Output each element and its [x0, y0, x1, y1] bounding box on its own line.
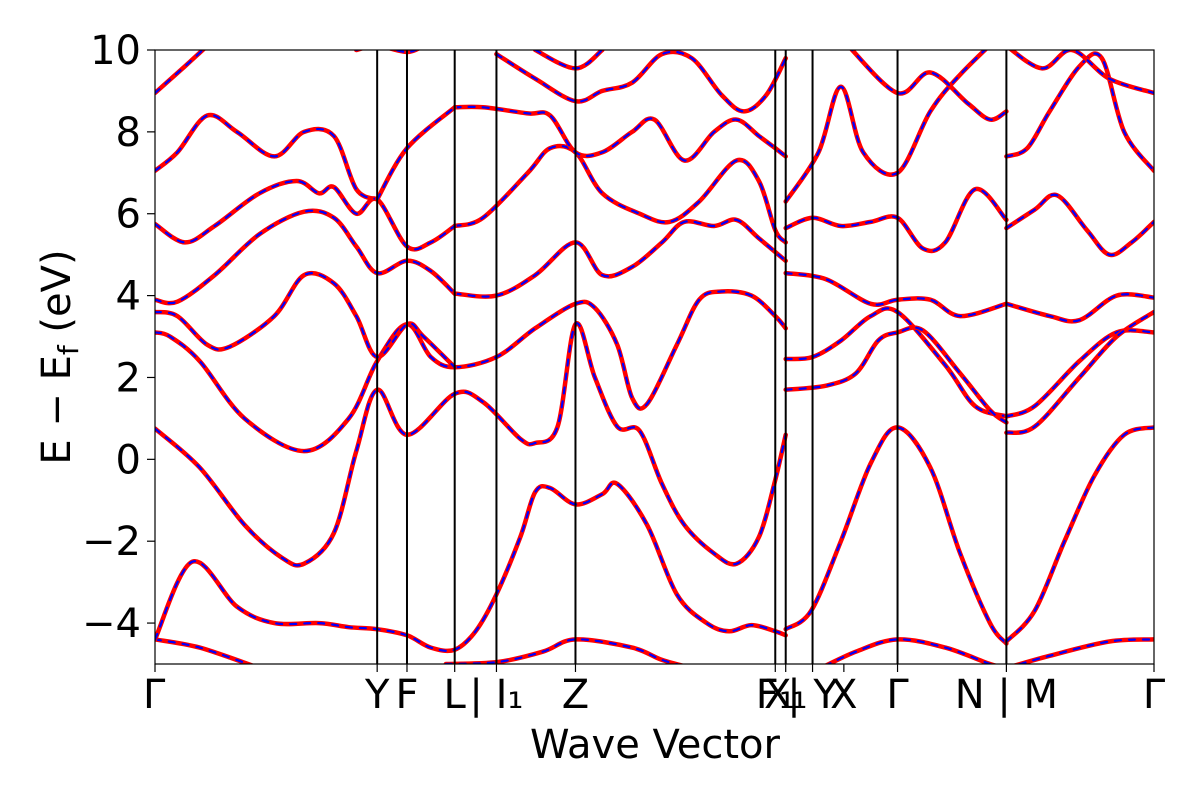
band-5-segment-0-line-a — [155, 178, 457, 252]
plot-frame — [154, 49, 1155, 665]
band-4-segment-3-line-b — [1005, 293, 1154, 323]
x-tick-label: Z — [562, 672, 589, 718]
y-tick-label: 8 — [116, 110, 141, 156]
band-4-segment-0-line-a — [155, 208, 457, 306]
y-axis-label-unit: (eV) — [34, 249, 80, 345]
band-3-segment-1-line-a — [452, 217, 788, 299]
band-6-segment-2-line-b — [495, 50, 787, 113]
band-6-segment-1-line-a — [374, 105, 457, 202]
band-1-segment-0-line-b — [155, 322, 787, 567]
y-tick-label: 4 — [116, 274, 141, 320]
band-6-segment-1-line-b — [376, 106, 456, 201]
x-tick-label: | I₁ — [469, 672, 523, 718]
band-0-segment-3-line-b — [1016, 638, 1154, 664]
band-6-segment-2-line-a — [494, 50, 788, 114]
band-5-segment-2-line-a — [783, 186, 1009, 254]
band-0-segment-2-line-b — [826, 638, 994, 664]
band-0-segment-1-line-b — [444, 638, 681, 664]
y-tick-label: −2 — [82, 519, 141, 565]
y-tick-label: 10 — [90, 28, 141, 74]
x-tick-label: X — [830, 672, 857, 718]
band-7-segment-1-line-b — [355, 50, 419, 54]
band-6-segment-4-line-a — [1004, 51, 1154, 174]
band-4-segment-1-line-a — [452, 143, 788, 245]
band-5-segment-3-line-b — [1005, 193, 1154, 257]
band-1-segment-2-line-a — [783, 425, 1009, 646]
high-symmetry-lines — [376, 50, 1008, 664]
band-7-segment-3-line-b — [850, 50, 1008, 121]
x-axis-label: Wave Vector — [530, 722, 781, 768]
band-7-segment-2-line-a — [532, 50, 605, 71]
band-2-segment-0-line-b — [155, 290, 787, 453]
band-5-segment-1-line-a — [452, 104, 788, 163]
band-5-segment-1-line-b — [453, 105, 787, 162]
band-1-segment-3-line-b — [1005, 426, 1154, 643]
x-tick-label: X₁ — [764, 672, 807, 718]
x-tick-label: L — [444, 672, 467, 718]
band-1-segment-1-line-b — [155, 481, 787, 652]
band-1-segment-0-line-a — [155, 321, 788, 568]
band-7-segment-3-line-a — [849, 50, 1009, 122]
y-tick-label: 0 — [116, 437, 141, 483]
x-tick-label: F₁ — [756, 672, 795, 718]
band-4-segment-0-line-b — [155, 209, 456, 305]
x-tick-label: | Y — [787, 672, 838, 718]
band-3-segment-1-line-b — [453, 218, 787, 298]
x-tick-label: Y — [364, 672, 390, 718]
band-0-segment-0-line-b — [155, 638, 252, 664]
y-tick-label: 6 — [116, 192, 141, 238]
band-2-segment-2-line-b — [1005, 329, 1154, 418]
band-2-segment-1-line-b — [784, 307, 1008, 418]
band-7-segment-4-line-b — [1010, 50, 1154, 95]
band-4-segment-3-line-a — [1004, 292, 1154, 324]
band-5-segment-0-line-b — [155, 179, 456, 251]
band-0-segment-2-line-a — [824, 637, 998, 664]
band-4-segment-2-line-b — [784, 272, 1008, 318]
band-6-segment-3-line-b — [784, 50, 987, 203]
x-tick-label: F — [395, 672, 418, 718]
x-tick-label: Γ — [143, 672, 166, 718]
band-4-segment-1-line-b — [453, 144, 787, 244]
x-tick-label: Γ — [886, 672, 909, 718]
band-1-segment-3-line-a — [1004, 425, 1154, 644]
band-1-segment-1-line-a — [155, 480, 788, 654]
y-axis-label: E − Ef (eV) — [34, 249, 85, 464]
band-5-segment-3-line-a — [1004, 192, 1154, 258]
band-3-segment-2-line-b — [784, 326, 1008, 424]
y-tick-label: −4 — [82, 601, 141, 647]
band-6-segment-3-line-a — [783, 50, 989, 204]
band-1-segment-2-line-b — [784, 426, 1008, 645]
band-6-segment-4-line-b — [1005, 52, 1154, 172]
band-6-segment-0-line-b — [155, 113, 379, 201]
x-tick-label: Γ — [1143, 672, 1166, 718]
band-3-segment-0-line-b — [155, 272, 456, 369]
y-axis-label-sub: f — [52, 344, 85, 355]
y-tick-label: 2 — [116, 355, 141, 401]
band-3-segment-3-line-b — [1005, 310, 1154, 434]
y-axis-label-main: E − E — [34, 355, 80, 465]
y-axis-ticks: −4 −2 0 2 4 6 8 10 — [82, 28, 155, 647]
band-2-segment-1-line-a — [783, 306, 1009, 419]
band-3-segment-2-line-a — [783, 325, 1009, 425]
band-lines — [155, 50, 1154, 664]
x-tick-label: N | M — [955, 672, 1058, 718]
